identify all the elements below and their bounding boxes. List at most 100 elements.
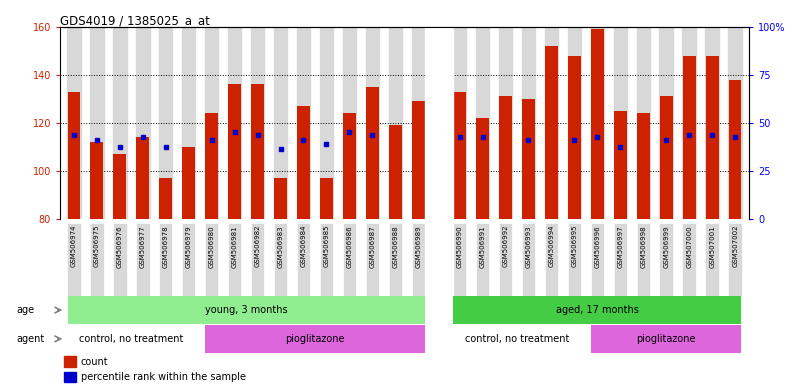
Bar [296,223,310,296]
Text: GSM506975: GSM506975 [94,225,100,267]
Bar [297,106,310,219]
Bar [205,113,218,219]
Bar [682,223,696,296]
Bar [388,223,402,296]
Text: GSM506996: GSM506996 [594,225,601,268]
Text: GSM506979: GSM506979 [186,225,191,268]
Bar [568,56,581,219]
Bar [499,96,512,219]
Bar [320,178,332,219]
Text: young, 3 months: young, 3 months [205,305,288,315]
Bar [67,325,195,353]
Text: GSM506995: GSM506995 [571,225,578,267]
Text: GDS4019 / 1385025_a_at: GDS4019 / 1385025_a_at [60,14,210,27]
Text: GSM506988: GSM506988 [392,225,398,268]
Bar [296,27,310,219]
Bar [205,325,425,353]
Bar [614,223,627,296]
Bar [366,87,379,219]
Bar [659,27,673,219]
Text: GSM506974: GSM506974 [70,225,77,267]
Bar [205,223,219,296]
Bar [320,223,333,296]
Text: percentile rank within the sample: percentile rank within the sample [81,372,246,382]
Bar [425,223,453,296]
Bar [637,223,650,296]
Text: count: count [81,357,108,367]
Bar [637,113,650,219]
Text: age: age [16,305,34,315]
Bar [159,27,172,219]
Bar [683,56,695,219]
Text: GSM506981: GSM506981 [231,225,238,268]
Text: GSM506989: GSM506989 [415,225,421,268]
Bar [590,223,604,296]
Bar [521,27,535,219]
Bar [114,154,126,219]
Bar [388,27,402,219]
Text: GSM506986: GSM506986 [346,225,352,268]
Text: GSM506994: GSM506994 [549,225,554,267]
Bar [412,223,425,296]
Text: GSM507002: GSM507002 [732,225,739,267]
Bar [453,92,466,219]
Bar [706,27,719,219]
Text: GSM506990: GSM506990 [457,225,463,268]
Bar [274,223,288,296]
Bar [274,27,288,219]
Bar [205,27,219,219]
Bar [182,223,195,296]
Bar [63,372,76,382]
Bar [425,27,453,219]
Bar [136,223,150,296]
Bar [728,223,742,296]
Text: GSM506987: GSM506987 [369,225,376,268]
Bar [365,27,379,219]
Bar [706,56,718,219]
Bar [660,96,673,219]
Bar [389,125,401,219]
Text: GSM506997: GSM506997 [618,225,623,268]
Bar [568,27,582,219]
Text: aged, 17 months: aged, 17 months [556,305,639,315]
Bar [67,92,80,219]
Bar [67,223,81,296]
Bar [545,46,557,219]
Text: pioglitazone: pioglitazone [285,334,344,344]
Text: control, no treatment: control, no treatment [79,334,183,344]
Bar [453,325,581,353]
Bar [113,223,127,296]
Text: GSM506977: GSM506977 [139,225,146,268]
Bar [591,325,742,353]
Text: GSM506983: GSM506983 [277,225,284,268]
Bar [614,111,626,219]
Bar [499,223,513,296]
Bar [545,27,558,219]
Bar [476,223,489,296]
Text: agent: agent [16,334,44,344]
Text: GSM506978: GSM506978 [163,225,169,268]
Bar [90,223,103,296]
Bar [67,27,81,219]
Bar [614,27,627,219]
Text: GSM506998: GSM506998 [640,225,646,268]
Bar [343,113,356,219]
Bar [591,29,604,219]
Bar [252,84,264,219]
Bar [521,223,535,296]
Bar [637,27,650,219]
Bar [412,101,425,219]
Bar [659,223,673,296]
Text: GSM506999: GSM506999 [663,225,670,268]
Bar [113,27,127,219]
Bar [251,223,264,296]
Text: pioglitazone: pioglitazone [637,334,696,344]
Bar [136,137,149,219]
Bar [90,27,103,219]
Bar [412,27,425,219]
Text: GSM506982: GSM506982 [255,225,260,267]
Bar [365,223,379,296]
Bar [453,27,466,219]
Bar [706,223,719,296]
Text: GSM507001: GSM507001 [709,225,715,268]
